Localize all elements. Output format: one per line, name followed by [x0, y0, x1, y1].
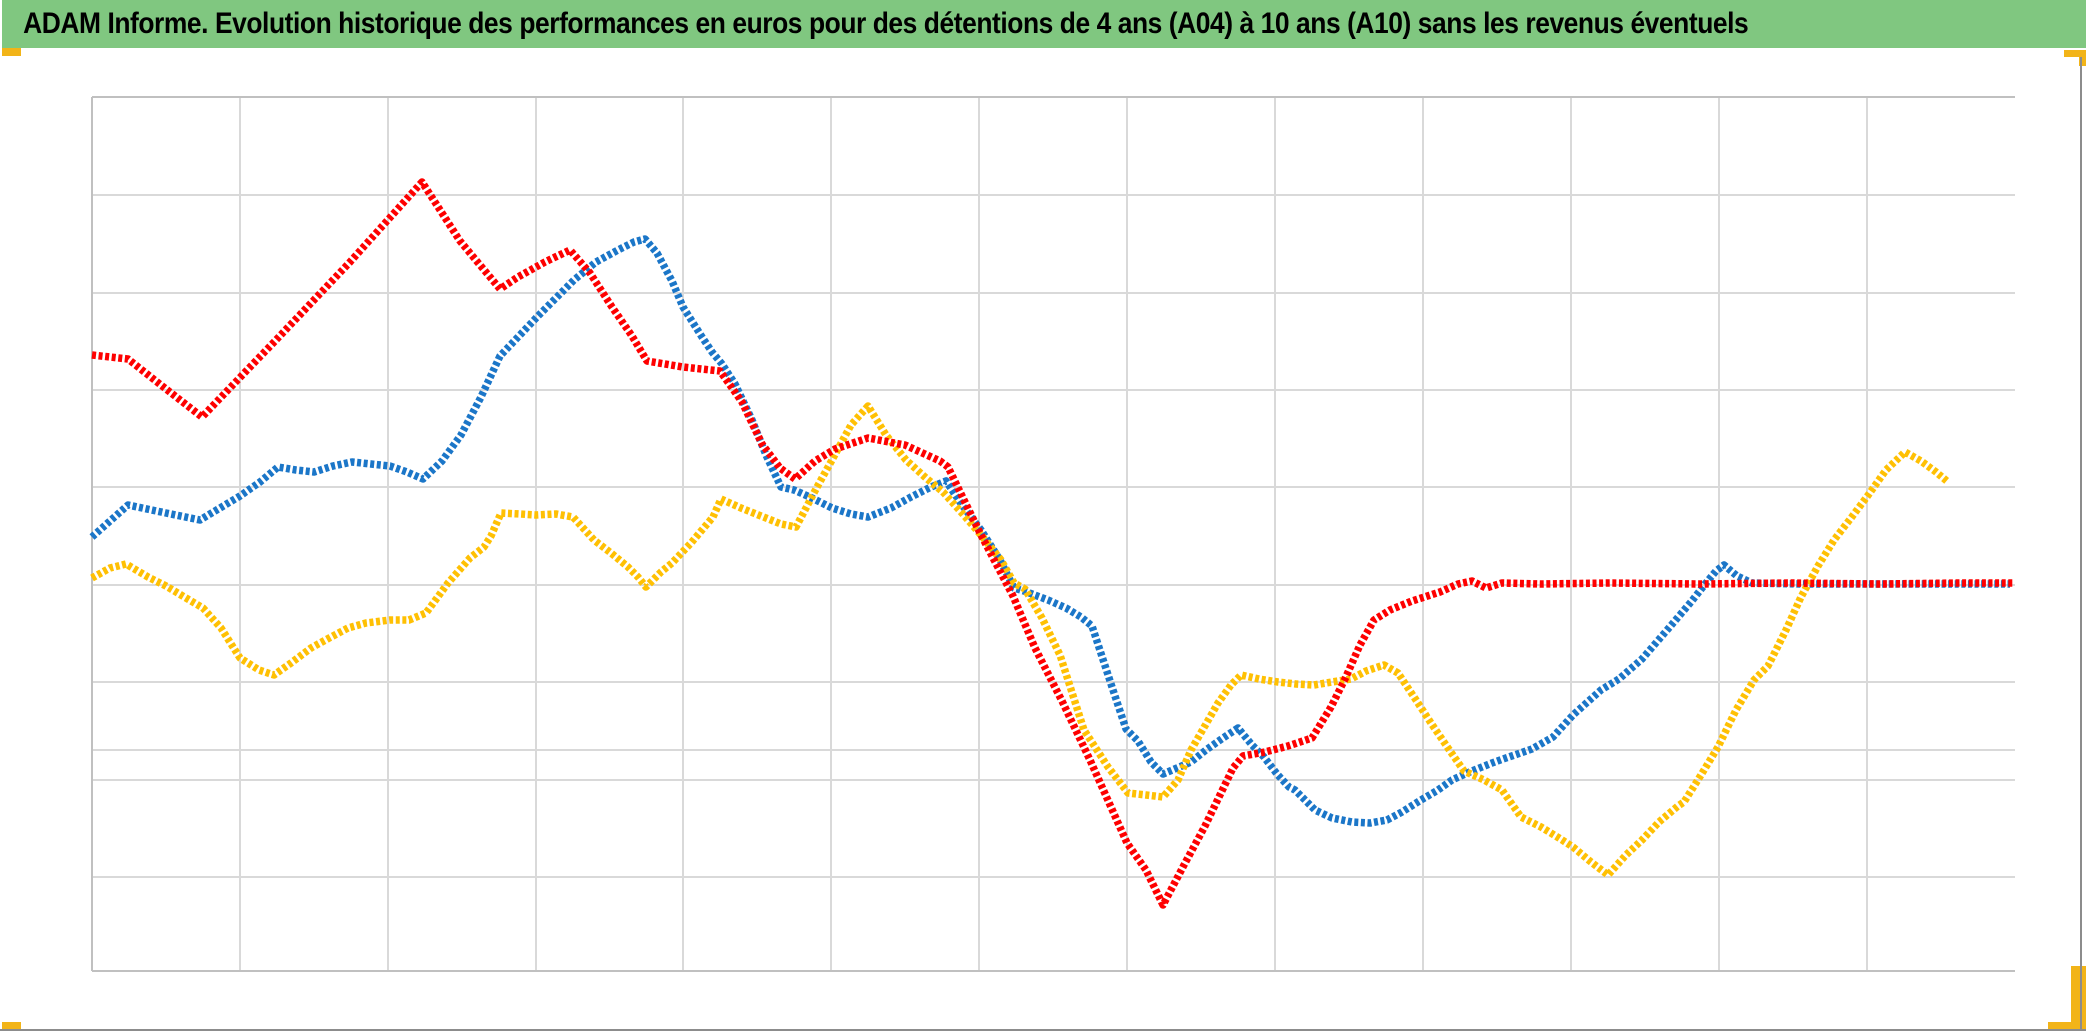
sheet-edge-line-right [2080, 57, 2082, 1030]
print-area-corner-bottom-right-h [2048, 1022, 2086, 1031]
print-area-corner-top-right-h [2064, 50, 2086, 57]
chart-series [89, 178, 2013, 909]
print-area-corner-bottom-left [2, 1022, 21, 1030]
print-area-corner-bottom-right-v [2071, 966, 2086, 1031]
print-area-corner-top-left [2, 48, 21, 56]
chart-title: ADAM Informe. Evolution historique des p… [23, 7, 1749, 40]
series-blue [89, 235, 2010, 827]
series-yellow [90, 402, 1951, 879]
chart-title-bar: ADAM Informe. Evolution historique des p… [2, 0, 2086, 48]
sheet-edge-line-bottom [0, 1029, 2086, 1031]
series-red [91, 178, 2013, 909]
print-area-corner-top-right-v [2079, 50, 2086, 66]
